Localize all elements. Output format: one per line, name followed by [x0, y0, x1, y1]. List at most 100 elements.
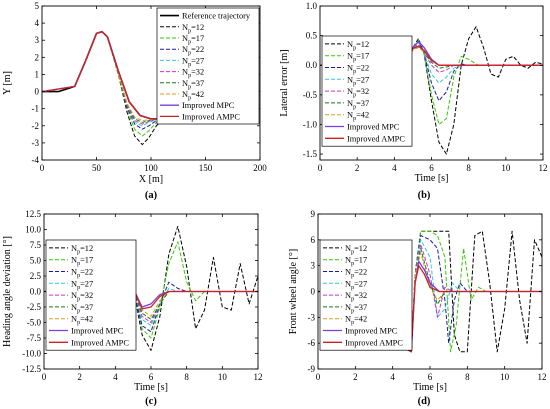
series-line-np-37 — [42, 31, 162, 123]
legend-label: Np=42 — [71, 315, 93, 327]
legend-label: Improved AMPC — [345, 338, 403, 347]
legend-label: Np=27 — [345, 279, 367, 291]
x-tick-label: 6 — [428, 372, 433, 382]
series-line-np-42 — [42, 31, 162, 122]
series-line-np-17 — [318, 230, 542, 353]
x-tick-label: 8 — [184, 372, 189, 382]
legend-label: Np=22 — [347, 64, 369, 76]
y-tick-label: 3 — [311, 261, 316, 271]
x-tick-label: 100 — [144, 163, 158, 173]
series-line-np-12 — [320, 26, 543, 155]
legend-label: Np=22 — [182, 45, 204, 57]
panel-caption: (a) — [145, 190, 158, 201]
x-tick-label: 0 — [318, 163, 323, 173]
legend-label: Np=17 — [347, 52, 369, 64]
y-tick-label: 0 — [311, 287, 316, 297]
legend-label: Improved AMPC — [182, 112, 240, 121]
legend-label: Np=17 — [71, 256, 93, 268]
y-tick-label: 5 — [35, 1, 40, 11]
series-group — [42, 30, 173, 146]
chart-panel-d: 0 2 4 6 8 10 12 -9 -6 -3 0 3 6 9 Time [s] Front wheel a… — [288, 209, 547, 407]
legend-label: Improved MPC — [345, 327, 398, 336]
y-tick-label: -6 — [308, 338, 316, 348]
legend-label: Np=27 — [182, 56, 204, 68]
y-axis-label: Lateral error [m] — [279, 49, 290, 116]
legend-label: Np=37 — [347, 99, 369, 111]
y-tick-label: -1 — [32, 104, 40, 114]
y-tick-label: 3 — [35, 35, 40, 45]
y-tick-label: -2 — [32, 121, 40, 131]
x-tick-label: 8 — [466, 163, 471, 173]
legend-label: Np=27 — [347, 75, 369, 87]
x-tick-label: 150 — [199, 163, 213, 173]
x-tick-label: 10 — [218, 372, 228, 382]
y-tick-label: 0.5 — [306, 31, 318, 41]
y-tick-label: 0.0 — [306, 60, 318, 70]
series-line-np-12 — [44, 225, 258, 351]
legend-label: Np=42 — [347, 111, 369, 123]
y-tick-label: 9 — [311, 209, 316, 219]
chart-panel-a: 0 50 100 150 200 -4 -3 -2 -1 0 1 2 3 4 5 X [m] Y [m] (a) R… — [2, 1, 267, 201]
y-tick-label: -1.0 — [303, 119, 318, 129]
x-tick-label: 10 — [501, 163, 511, 173]
x-tick-label: 12 — [254, 372, 263, 382]
y-tick-label: -5.0 — [27, 318, 42, 328]
y-tick-label: -10.0 — [22, 349, 41, 359]
y-tick-label: 6 — [311, 235, 316, 245]
legend-label: Np=22 — [71, 268, 93, 280]
legend-label: Np=27 — [71, 279, 93, 291]
chart-panel-b: 0 2 4 6 8 10 12 -1.5 -1.0 -0.5 0.0 0.5 1.0 Time [s] La… — [279, 1, 548, 201]
legend-label: Np=17 — [345, 256, 367, 268]
y-tick-label: -3 — [308, 312, 316, 322]
legend-label: Np=22 — [345, 268, 367, 280]
x-tick-label: 4 — [390, 372, 395, 382]
series-line-np-32 — [42, 31, 162, 125]
x-tick-label: 6 — [429, 163, 434, 173]
legend: Np=12Np=17Np=22Np=27Np=32Np=37Np=42Impro… — [319, 239, 413, 351]
legend-label: Np=37 — [71, 303, 93, 315]
x-tick-label: 2 — [353, 372, 358, 382]
legend-label: Np=12 — [345, 244, 367, 256]
legend-label: Improved MPC — [182, 101, 235, 110]
y-tick-label: 10.0 — [25, 225, 41, 235]
chart-panel-c: 0 2 4 6 8 10 12 -12.5 -10.0 -7.5 -5.0 -2.5 0.0 2.5 5.0… — [2, 209, 263, 407]
x-tick-label: 0 — [316, 372, 321, 382]
legend-label: Np=12 — [182, 23, 204, 35]
legend-label: Np=32 — [182, 68, 204, 80]
x-tick-label: 0 — [42, 372, 47, 382]
y-tick-label: -7.5 — [27, 333, 42, 343]
legend-label: Np=32 — [347, 87, 369, 99]
y-tick-label: 1 — [35, 69, 40, 79]
legend-label: Improved MPC — [347, 123, 400, 132]
legend-label: Np=42 — [182, 90, 204, 102]
series-line-np-12 — [318, 230, 542, 353]
x-tick-label: 2 — [77, 372, 82, 382]
x-tick-label: 200 — [253, 163, 267, 173]
x-axis-label: Time [s] — [413, 382, 447, 393]
y-tick-label: -3 — [32, 138, 40, 148]
y-tick-label: 2.5 — [30, 271, 42, 281]
legend-label: Np=32 — [345, 291, 367, 303]
y-tick-label: 7.5 — [30, 240, 42, 250]
y-tick-label: 12.5 — [25, 209, 41, 219]
legend: Np=12Np=17Np=22Np=27Np=32Np=37Np=42Impro… — [45, 239, 137, 351]
x-tick-label: 6 — [149, 372, 154, 382]
y-tick-label: 4 — [35, 18, 40, 28]
x-tick-label: 50 — [92, 163, 102, 173]
x-tick-label: 10 — [500, 372, 510, 382]
y-tick-label: 2 — [35, 52, 40, 62]
x-tick-label: 12 — [538, 372, 547, 382]
x-tick-label: 4 — [392, 163, 397, 173]
legend-label: Improved AMPC — [347, 134, 405, 143]
legend: Reference trajectory Np=12Np=17Np=22Np=27… — [156, 7, 260, 125]
x-axis-label: Time [s] — [134, 382, 168, 393]
legend-label: Np=37 — [345, 303, 367, 315]
y-axis-label: Front wheel angle [°] — [288, 249, 299, 334]
legend-label: Np=32 — [71, 291, 93, 303]
y-axis-label: Heading angle deviation [°] — [2, 236, 13, 347]
series-line-np-27 — [42, 31, 162, 127]
y-tick-label: 0.0 — [30, 287, 42, 297]
series-line-np-22 — [42, 31, 163, 130]
legend-label: Np=12 — [347, 40, 369, 52]
